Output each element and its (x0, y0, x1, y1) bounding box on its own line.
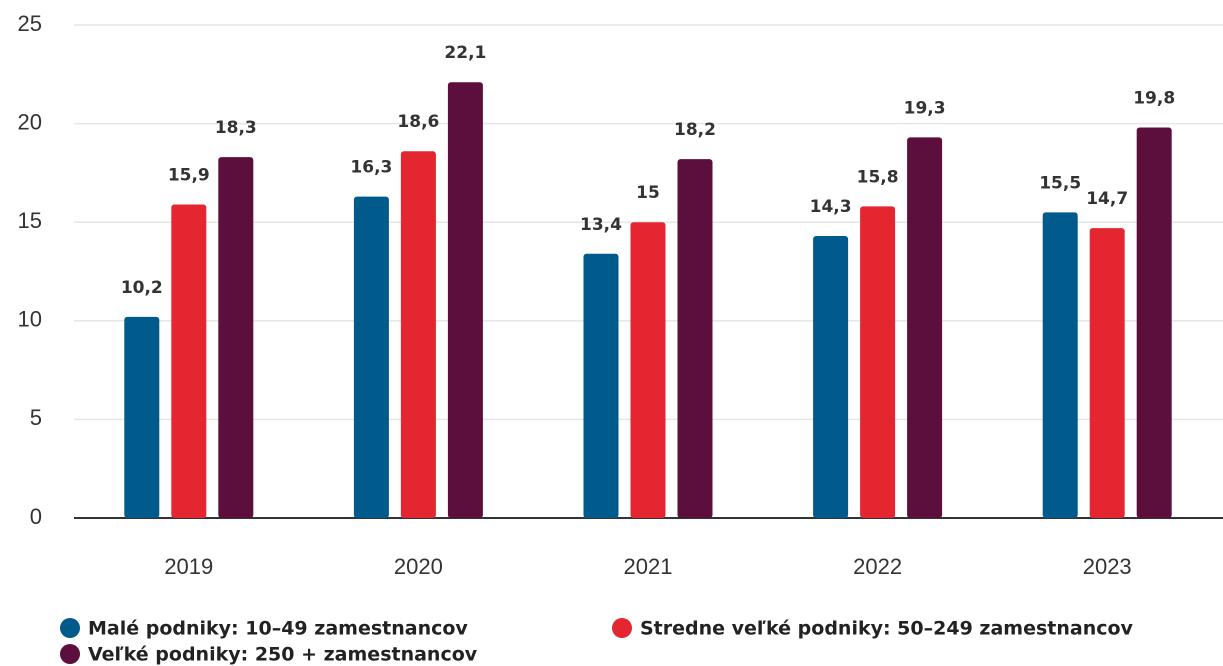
legend-marker (60, 618, 80, 638)
data-label: 15,8 (857, 167, 899, 187)
data-label: 16,3 (350, 158, 392, 178)
bar (1136, 127, 1172, 518)
legend-label: Stredne veľké podniky: 50–249 zamestnanc… (640, 618, 1134, 640)
legend-marker (60, 644, 80, 664)
bar (353, 196, 389, 518)
bar (860, 206, 896, 518)
legend-marker (612, 618, 632, 638)
legend-label: Malé podniky: 10–49 zamestnancov (88, 618, 468, 640)
data-label: 14,3 (810, 197, 852, 217)
data-label: 15,9 (168, 165, 210, 185)
bar (677, 159, 713, 518)
x-tick-label: 2019 (164, 554, 213, 579)
data-label: 10,2 (121, 278, 163, 298)
data-label: 14,7 (1086, 189, 1128, 209)
x-tick-label: 2022 (853, 554, 902, 579)
data-label: 13,4 (580, 215, 622, 235)
bar (400, 151, 436, 518)
y-tick-label: 5 (30, 405, 42, 430)
legend-label: Veľké podniky: 250 + zamestnancov (88, 644, 478, 666)
y-tick-label: 25 (18, 11, 42, 36)
bar (813, 236, 849, 518)
x-tick-label: 2021 (624, 554, 673, 579)
x-tick-label: 2023 (1083, 554, 1132, 579)
bar (1089, 228, 1125, 518)
bar (124, 316, 160, 518)
bar (171, 204, 207, 518)
x-tick-label: 2020 (394, 554, 443, 579)
data-label: 15 (636, 183, 660, 203)
data-label: 18,3 (215, 118, 257, 138)
data-label: 18,6 (397, 112, 439, 132)
bar (907, 137, 943, 519)
y-tick-label: 20 (18, 109, 42, 134)
data-label: 19,8 (1133, 89, 1175, 109)
y-tick-label: 0 (30, 504, 42, 529)
bar (447, 82, 483, 519)
y-tick-label: 15 (18, 208, 42, 233)
data-label: 19,3 (904, 98, 946, 118)
bar (218, 157, 254, 518)
data-label: 22,1 (444, 43, 486, 63)
data-label: 18,2 (674, 120, 716, 140)
bar (630, 222, 666, 518)
data-label: 15,5 (1039, 173, 1081, 193)
bar (583, 253, 619, 518)
y-tick-label: 10 (18, 307, 42, 332)
bar (1042, 212, 1078, 518)
